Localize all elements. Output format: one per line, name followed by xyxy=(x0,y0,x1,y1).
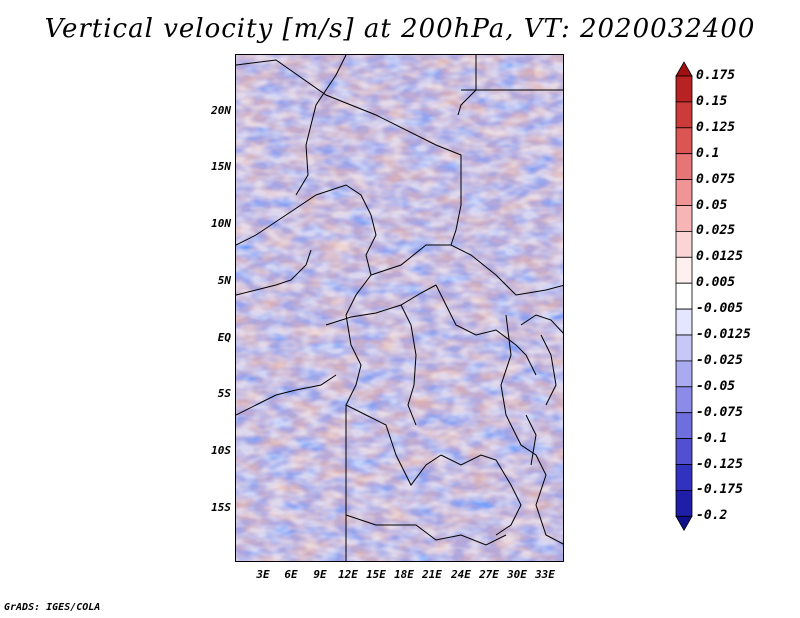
lon-label-15e: 15E xyxy=(366,568,386,581)
lon-label-12e: 12E xyxy=(338,568,358,581)
colorbar-segment xyxy=(675,438,693,465)
colorbar-segment xyxy=(675,334,693,362)
footer-credit: GrADS: IGES/COLA xyxy=(4,602,101,613)
lat-label-15n: 15N xyxy=(211,160,231,173)
colorbar-segment xyxy=(675,282,693,310)
lon-label-9e: 9E xyxy=(313,568,327,581)
colorbar-segment xyxy=(675,153,693,180)
chart-title: Vertical velocity [m/s] at 200hPa, VT: 2… xyxy=(44,14,756,44)
vertical-velocity-field xyxy=(236,55,563,561)
lat-label-15s: 15S xyxy=(211,501,231,514)
colorbar-tick-label: -0.175 xyxy=(696,482,743,498)
lon-label-3e: 3E xyxy=(256,568,270,581)
lon-label-24e: 24E xyxy=(451,568,471,581)
colorbar-tick-label: 0.075 xyxy=(696,171,736,187)
colorbar-tick-label: -0.0125 xyxy=(696,327,751,342)
colorbar-segment xyxy=(675,230,693,258)
colorbar-tick-label: 0.15 xyxy=(696,93,728,109)
colorbar-top-arrow xyxy=(675,61,693,77)
colorbar-tick-label: -0.075 xyxy=(696,404,743,420)
lon-label-21e: 21E xyxy=(422,568,442,581)
map-panel[interactable] xyxy=(235,54,564,562)
colorbar-tick-label: 0.025 xyxy=(696,223,736,239)
colorbar-tick-label: -0.025 xyxy=(696,352,743,368)
colorbar-tick-label: 0.175 xyxy=(696,68,736,83)
colorbar-tick-label: -0.2 xyxy=(696,508,728,524)
colorbar-segment xyxy=(675,464,693,491)
colorbar-tick-label: 0.0125 xyxy=(696,249,743,265)
lat-label-5s: 5S xyxy=(217,387,231,400)
colorbar-segment xyxy=(675,101,693,129)
colorbar-tick-label: 0.05 xyxy=(696,197,728,213)
lat-label-20n: 20N xyxy=(211,104,231,117)
colorbar-segment xyxy=(675,127,693,155)
colorbar-segment xyxy=(675,179,693,206)
colorbar-segment xyxy=(675,75,693,103)
colorbar xyxy=(675,61,693,532)
colorbar-segment xyxy=(675,308,693,336)
lat-label-10n: 10N xyxy=(211,217,231,230)
lon-label-6e: 6E xyxy=(284,568,298,581)
colorbar-tick-label: -0.125 xyxy=(696,456,743,472)
colorbar-tick-label: 0.1 xyxy=(696,145,720,161)
colorbar-tick-label: 0.005 xyxy=(696,275,736,291)
colorbar-segment xyxy=(675,256,693,284)
country-borders xyxy=(236,55,563,561)
lon-label-18e: 18E xyxy=(394,568,414,581)
lon-label-30e: 30E xyxy=(507,568,527,581)
colorbar-tick-label: -0.005 xyxy=(696,301,743,317)
lat-label-10s: 10S xyxy=(211,444,231,457)
lat-label-5n: 5N xyxy=(217,274,231,287)
colorbar-tick-label: -0.05 xyxy=(696,378,736,394)
colorbar-segment xyxy=(675,360,693,388)
colorbar-segment xyxy=(675,412,693,440)
colorbar-segment xyxy=(675,205,693,232)
colorbar-segment xyxy=(675,386,693,414)
colorbar-tick-label: -0.1 xyxy=(696,430,728,446)
lon-label-33e: 33E xyxy=(535,568,555,581)
lat-label-eq: EQ xyxy=(217,331,231,344)
colorbar-bottom-arrow xyxy=(675,515,693,532)
lon-label-27e: 27E xyxy=(479,568,499,581)
colorbar-tick-label: 0.125 xyxy=(696,119,736,135)
colorbar-segment xyxy=(675,489,693,517)
